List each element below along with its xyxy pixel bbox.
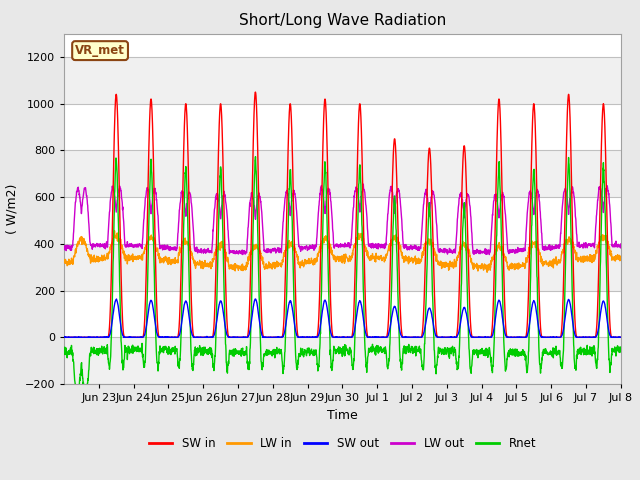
Rnet — [617, 348, 625, 354]
LW out — [116, 183, 124, 189]
LW out — [360, 181, 367, 187]
SW out — [60, 334, 68, 340]
LW in — [376, 255, 384, 261]
SW in — [60, 335, 68, 340]
Title: Short/Long Wave Radiation: Short/Long Wave Radiation — [239, 13, 446, 28]
Line: LW out: LW out — [64, 184, 621, 254]
Text: VR_met: VR_met — [75, 44, 125, 57]
LW out — [376, 244, 384, 250]
Line: SW out: SW out — [64, 299, 621, 337]
X-axis label: Time: Time — [327, 408, 358, 421]
LW out — [485, 252, 493, 257]
LW in — [60, 259, 68, 264]
LW out — [609, 242, 617, 248]
Rnet — [60, 350, 68, 356]
SW out — [617, 334, 625, 340]
SW in — [116, 202, 124, 208]
SW out — [236, 334, 244, 340]
LW in — [617, 254, 625, 260]
LW in — [511, 267, 518, 273]
SW in — [376, 335, 384, 340]
SW in — [236, 335, 244, 340]
Bar — [64, 57, 621, 104]
Rnet — [542, 348, 550, 354]
SW out — [61, 335, 68, 340]
Bar — [64, 197, 621, 244]
SW out — [376, 335, 384, 340]
LW out — [60, 244, 68, 250]
LW out — [617, 241, 625, 247]
Bar — [64, 290, 621, 337]
Y-axis label: ( W/m2): ( W/m2) — [6, 184, 19, 234]
Rnet — [511, 353, 518, 359]
LW in — [236, 265, 244, 271]
Line: SW in: SW in — [64, 92, 621, 337]
SW out — [252, 296, 259, 302]
LW out — [236, 250, 244, 255]
Rnet — [252, 154, 259, 159]
Line: LW in: LW in — [64, 231, 621, 272]
Rnet — [236, 350, 244, 356]
SW in — [542, 335, 550, 340]
Bar — [64, 244, 621, 290]
SW in — [609, 335, 617, 340]
LW in — [542, 259, 550, 265]
Rnet — [116, 286, 124, 291]
Rnet — [609, 348, 617, 354]
SW out — [116, 316, 124, 322]
SW out — [609, 335, 617, 340]
SW out — [542, 335, 550, 340]
Legend: SW in, LW in, SW out, LW out, Rnet: SW in, LW in, SW out, LW out, Rnet — [144, 433, 541, 455]
Line: Rnet: Rnet — [64, 156, 621, 396]
LW in — [609, 256, 617, 262]
LW in — [116, 238, 124, 244]
SW in — [252, 89, 259, 95]
SW out — [511, 335, 518, 340]
SW in — [510, 335, 518, 340]
LW out — [542, 245, 550, 251]
Rnet — [376, 346, 384, 351]
LW in — [483, 269, 491, 275]
Rnet — [74, 393, 81, 398]
Bar — [64, 337, 621, 384]
LW out — [511, 248, 518, 254]
Bar — [64, 104, 621, 150]
SW in — [617, 335, 625, 340]
Bar — [64, 150, 621, 197]
LW in — [111, 228, 118, 234]
